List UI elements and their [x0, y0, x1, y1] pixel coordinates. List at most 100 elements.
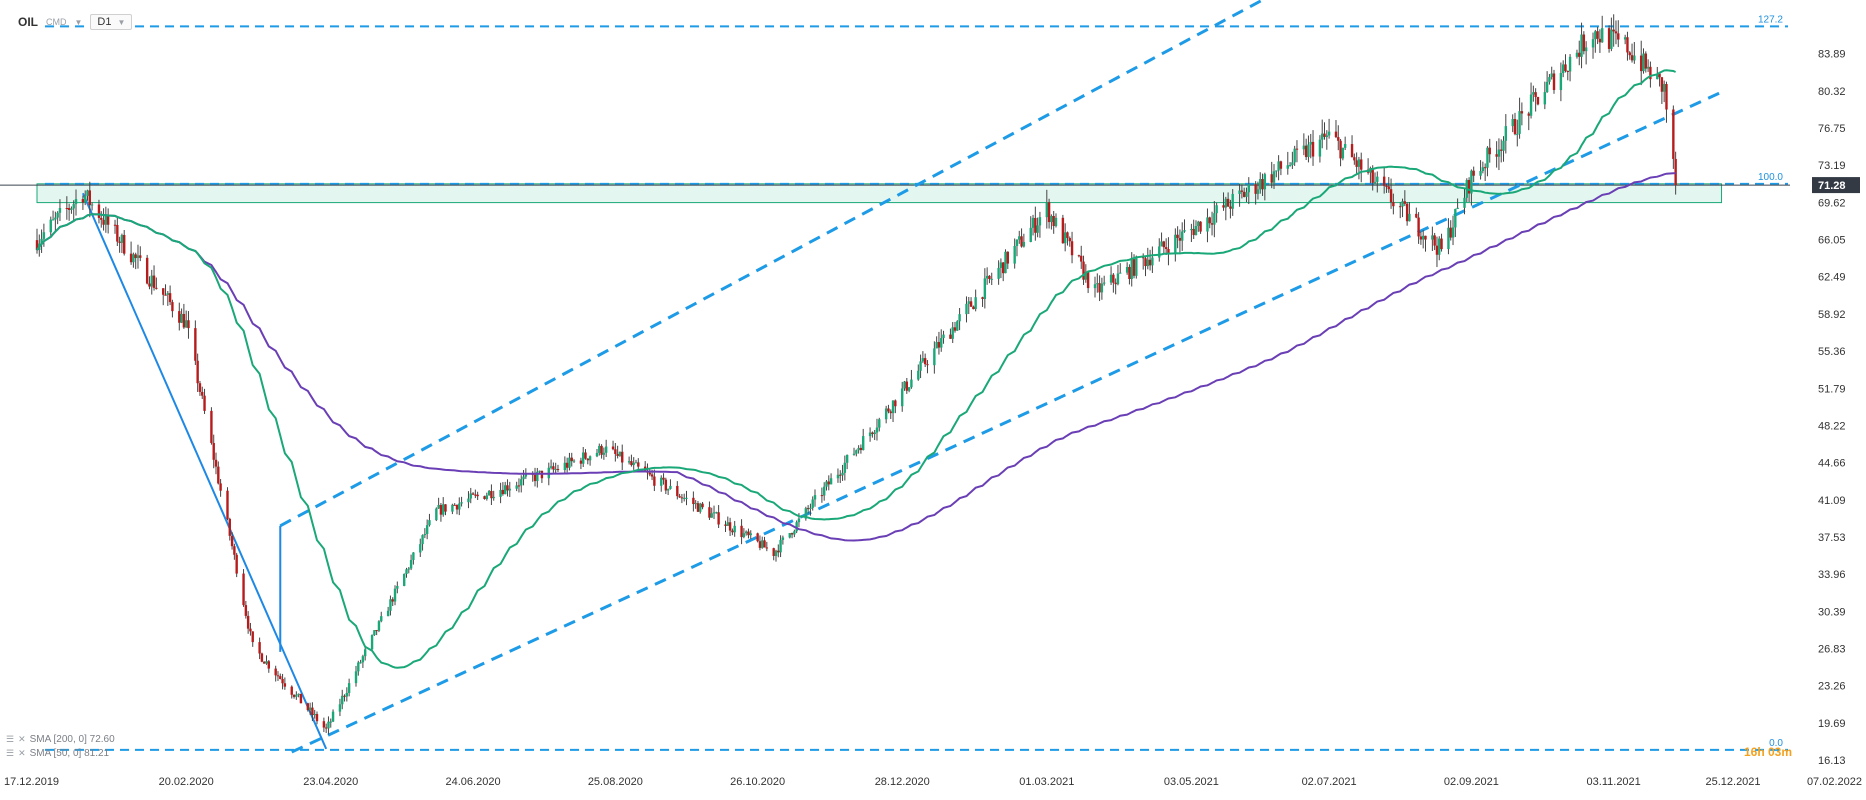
candle-body	[1408, 213, 1411, 222]
candle-body	[836, 474, 840, 479]
candle-body	[235, 554, 238, 574]
candle-body	[614, 449, 617, 454]
candle-body	[517, 485, 521, 487]
candle-body	[1543, 92, 1547, 105]
candle-body	[859, 447, 863, 451]
candle-body	[88, 190, 91, 206]
candle-body	[1061, 217, 1065, 244]
timeframe-label: D1	[97, 16, 112, 28]
candle-body	[1146, 259, 1149, 267]
candle-body	[1665, 83, 1668, 110]
candle-body	[701, 503, 704, 508]
candle-body	[1660, 77, 1664, 92]
candle-body	[391, 599, 394, 602]
candle-body	[1176, 234, 1179, 238]
candle-body	[1125, 267, 1129, 273]
candle-body	[937, 341, 941, 348]
candle-body	[790, 533, 794, 535]
candle-body	[1192, 228, 1195, 236]
candle-body	[1431, 235, 1434, 240]
candle-body	[1112, 274, 1115, 283]
current-price-label: 71.28	[1818, 180, 1846, 192]
symbol-label[interactable]: OIL	[18, 15, 38, 29]
candle-body	[370, 635, 374, 650]
candle-body	[102, 219, 105, 225]
symbol-dropdown-icon[interactable]: ▼	[74, 17, 83, 27]
candle-body	[1130, 259, 1133, 280]
candle-body	[632, 462, 635, 466]
candle-body	[1018, 236, 1021, 240]
indicator-remove-icon[interactable]: ✕	[18, 734, 26, 744]
candle-body	[522, 476, 525, 480]
candle-body	[331, 711, 335, 722]
indicator-settings-icon[interactable]: ☰	[6, 748, 15, 758]
candle-body	[974, 297, 977, 310]
candle-body	[1086, 271, 1090, 289]
legend-sma200[interactable]: ☰ ✕ SMA [200, 0] 72.60	[6, 734, 115, 745]
candle-body	[981, 297, 984, 300]
candle-body	[1376, 176, 1379, 182]
time-axis-tick: 26.10.2020	[730, 776, 785, 788]
candle-body	[1325, 135, 1329, 137]
candle-body	[180, 313, 183, 323]
candle-body	[1561, 64, 1565, 73]
candle-body	[1438, 238, 1441, 255]
indicator-settings-icon[interactable]: ☰	[6, 734, 15, 744]
candle-body	[279, 676, 282, 679]
candle-body	[196, 360, 199, 384]
candle-body	[1559, 72, 1563, 91]
candle-body	[1034, 217, 1037, 233]
candle-body	[1662, 83, 1666, 92]
candle-body	[772, 548, 775, 556]
candle-body	[923, 358, 927, 365]
candle-body	[499, 489, 502, 497]
candle-body	[1607, 28, 1611, 49]
candle-body	[425, 525, 429, 534]
candle-body	[405, 569, 408, 575]
candle-body	[354, 671, 358, 684]
candle-body	[1479, 171, 1482, 176]
indicator-remove-icon[interactable]: ✕	[18, 748, 26, 758]
candle-body	[1183, 230, 1186, 232]
candle-body	[1435, 245, 1439, 255]
candle-body	[81, 199, 85, 203]
candle-body	[1548, 77, 1551, 82]
candle-body	[139, 255, 142, 258]
candle-body	[822, 486, 826, 496]
candle-body	[260, 653, 264, 662]
candle-body	[106, 214, 110, 225]
candle-body	[1527, 113, 1530, 116]
candle-body	[1070, 241, 1074, 256]
candle-body	[843, 462, 847, 473]
candle-body	[483, 496, 486, 500]
candle-body	[903, 381, 906, 389]
channel-line	[279, 0, 1266, 528]
candle-body	[1068, 238, 1071, 242]
price-axis-tick: 51.79	[1818, 383, 1846, 395]
candle-body	[1644, 53, 1648, 69]
candle-body	[242, 573, 245, 606]
candle-body	[313, 714, 316, 716]
candle-body	[774, 550, 778, 556]
timeframe-selector[interactable]: D1 ▼	[90, 14, 133, 30]
chart-toolbar: OIL CMD ▼ D1 ▼	[18, 12, 133, 32]
candle-body	[1399, 206, 1402, 208]
candle-body	[281, 678, 284, 684]
candle-body	[1242, 191, 1246, 197]
candle-body	[1002, 262, 1005, 274]
candle-body	[862, 436, 865, 451]
candle-body	[233, 546, 236, 555]
candle-body	[949, 334, 952, 339]
candle-body	[901, 388, 904, 407]
time-axis-tick: 07.02.2022	[1807, 776, 1862, 788]
candle-body	[1174, 234, 1177, 255]
candle-body	[556, 468, 560, 471]
candle-body	[1082, 261, 1085, 280]
legend-sma50[interactable]: ☰ ✕ SMA [50, 0] 81.21	[6, 748, 109, 759]
candle-body	[1467, 180, 1471, 194]
candle-body	[926, 364, 929, 366]
candle-body	[1355, 160, 1358, 167]
candle-body	[584, 452, 587, 459]
